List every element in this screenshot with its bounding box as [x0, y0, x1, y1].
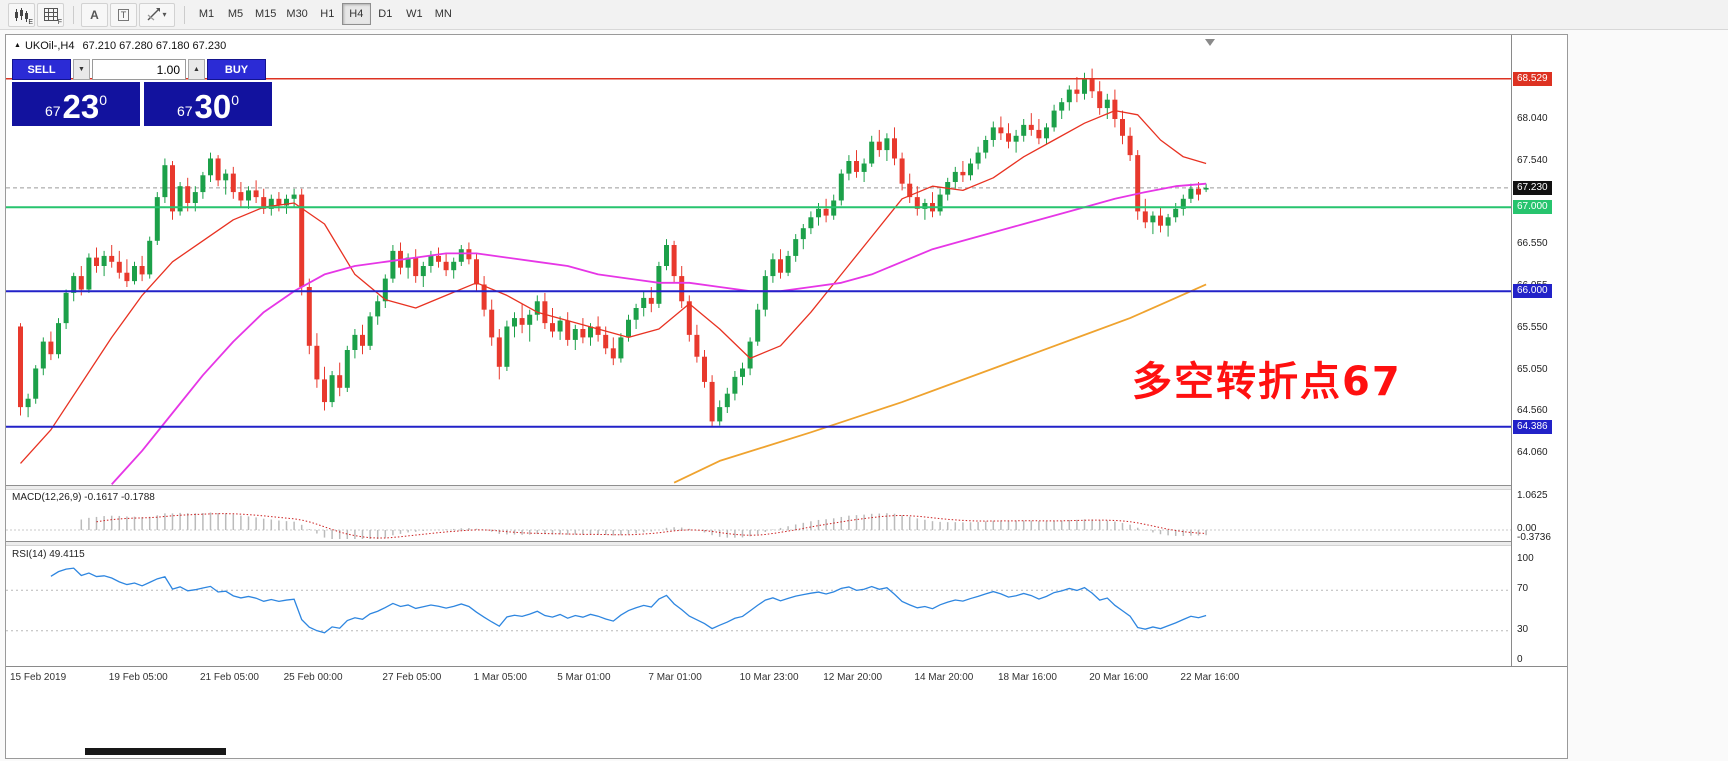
axis-grid-label: 65.050 [1517, 364, 1548, 375]
trade-price-row: 67 23 0 67 30 0 [12, 82, 272, 126]
pane-splitter-macd[interactable] [6, 485, 1567, 490]
symbol-marker-icon: ▲ [14, 42, 21, 49]
horizontal-scrollbar[interactable] [6, 747, 1567, 757]
time-axis-label: 18 Mar 16:00 [998, 672, 1057, 683]
timeframe-button-w1[interactable]: W1 [400, 3, 429, 25]
time-axis-label: 22 Mar 16:00 [1180, 672, 1240, 683]
rsi-value: 49.4115 [49, 549, 85, 560]
time-axis-label: 1 Mar 05:00 [473, 672, 527, 683]
timeframe-button-m1[interactable]: M1 [192, 3, 221, 25]
timeframe-button-h1[interactable]: H1 [313, 3, 342, 25]
volume-increase-button[interactable]: ▲ [188, 59, 205, 80]
price-axis: 68.04067.54066.55066.05565.55065.05064.5… [1511, 35, 1567, 666]
chinese-annotation-text: 多空转折点67 [1132, 359, 1402, 405]
rsi-axis-label: 70 [1517, 583, 1529, 595]
axis-grid-label: 64.560 [1517, 405, 1548, 417]
time-axis-label: 19 Feb 05:00 [108, 672, 168, 683]
time-axis-label: 15 Feb 2019 [10, 672, 67, 683]
rsi-axis-label: 0 [1517, 654, 1523, 665]
axis-price-tag-red: 68.529 [1513, 71, 1552, 86]
macd-indicator-label: MACD(12,26,9) -0.1617 -0.1788 [12, 492, 155, 503]
trade-controls-row: SELL ▼ ▲ BUY [12, 59, 272, 80]
timeframe-button-mn[interactable]: MN [429, 3, 458, 25]
buy-price-pips: 30 [194, 88, 232, 125]
buy-price-int: 67 [176, 103, 193, 119]
axis-grid-label: 68.040 [1517, 112, 1548, 124]
macd-axis-label: 0.00 [1517, 523, 1537, 534]
buy-price-display[interactable]: 67 30 0 [144, 82, 272, 126]
time-axis-label: 12 Mar 20:00 [823, 672, 883, 683]
text-label-tool-icon[interactable]: A [81, 2, 108, 27]
timeframe-button-m15[interactable]: M15 [250, 3, 281, 25]
letter-a-glyph: A [90, 7, 99, 22]
time-axis-label: 20 Mar 16:00 [1089, 672, 1149, 683]
volume-input[interactable] [92, 59, 186, 80]
icon-sub-letter: F [57, 18, 62, 26]
chart-ohlc-values: 67.210 67.280 67.180 67.230 [82, 40, 227, 52]
time-axis-label: 14 Mar 20:00 [914, 672, 974, 683]
time-axis-label: 7 Mar 01:00 [648, 672, 702, 683]
axis-grid-label: 67.540 [1517, 154, 1548, 166]
rsi-axis-label: 100 [1517, 553, 1534, 564]
time-axis-label: 5 Mar 01:00 [557, 672, 611, 683]
toolbar-separator [184, 5, 185, 24]
axis-price-tag-blue: 66.000 [1513, 284, 1552, 299]
pane-splitter-rsi[interactable] [6, 541, 1567, 546]
buy-button[interactable]: BUY [207, 59, 266, 80]
time-axis-label: 27 Feb 05:00 [382, 672, 442, 683]
volume-decrease-button[interactable]: ▼ [73, 59, 90, 80]
chart-title: UKOil-,H4 [24, 40, 75, 52]
icon-sub-letter: E [28, 18, 33, 26]
grid-icon[interactable]: F [37, 2, 64, 27]
axis-grid-label: 64.060 [1517, 447, 1548, 459]
axis-price-tag-blue: 64.386 [1513, 419, 1552, 434]
macd-axis-label: -0.3736 [1517, 532, 1551, 543]
macd-axis-label: 1.0625 [1517, 490, 1548, 502]
sell-price-display[interactable]: 67 23 0 [12, 82, 140, 126]
timeframe-button-m30[interactable]: M30 [281, 3, 312, 25]
text-box-tool-icon[interactable]: T [110, 2, 137, 27]
time-axis-label: 25 Feb 00:00 [283, 672, 343, 683]
timeframe-button-h4[interactable]: H4 [341, 2, 371, 25]
sell-price-point: 0 [99, 92, 108, 108]
chart-canvas[interactable] [6, 35, 1511, 747]
time-axis-label: 21 Feb 05:00 [200, 672, 259, 683]
sell-price-pips: 23 [62, 88, 100, 125]
sell-price-int: 67 [44, 103, 61, 119]
scrollbar-thumb[interactable] [85, 748, 226, 755]
rsi-indicator-label: RSI(14) 49.4115 [12, 549, 85, 560]
chart-type-candles-icon[interactable]: E [8, 2, 35, 27]
time-axis: 15 Feb 2019 19 Feb 05:00 21 Feb 05:00 25 Fe… [6, 666, 1567, 689]
sell-button[interactable]: SELL [12, 59, 71, 80]
axis-grid-label: 65.550 [1517, 322, 1548, 333]
axis-price-tag-current: 67.230 [1513, 180, 1552, 195]
candles-glyph [15, 7, 28, 22]
rsi-axis-label: 30 [1517, 623, 1529, 635]
letter-t-glyph: T [117, 8, 130, 21]
timeframe-button-m5[interactable]: M5 [221, 3, 250, 25]
time-axis-label: 10 Mar 23:00 [739, 672, 799, 683]
axis-grid-label: 66.550 [1517, 238, 1548, 249]
toolbar-separator [73, 5, 74, 24]
chart-header: ▲ UKOil-,H4 67.210 67.280 67.180 67.230 [14, 40, 226, 52]
top-toolbar: E F A T ▾ M1 M5 M15 M30 H1 H4 D1 W1 MN [0, 0, 1728, 30]
timeframe-buttons: M1 M5 M15 M30 H1 H4 D1 W1 MN [192, 2, 458, 27]
macd-name: MACD(12,26,9) [12, 492, 82, 503]
buy-price-point: 0 [231, 92, 240, 108]
macd-values: -0.1617 -0.1788 [84, 492, 155, 503]
axis-price-tag-green: 67.000 [1513, 200, 1552, 215]
trendline-glyph [147, 8, 161, 21]
rsi-name: RSI(14) [12, 549, 47, 560]
draw-tools-icon[interactable]: ▾ [139, 2, 175, 27]
chart-window: ▲ UKOil-,H4 67.210 67.280 67.180 67.230 SE… [5, 34, 1568, 759]
grid-glyph [43, 8, 58, 21]
timeframe-button-d1[interactable]: D1 [371, 3, 400, 25]
dropdown-caret-icon: ▾ [162, 10, 167, 19]
